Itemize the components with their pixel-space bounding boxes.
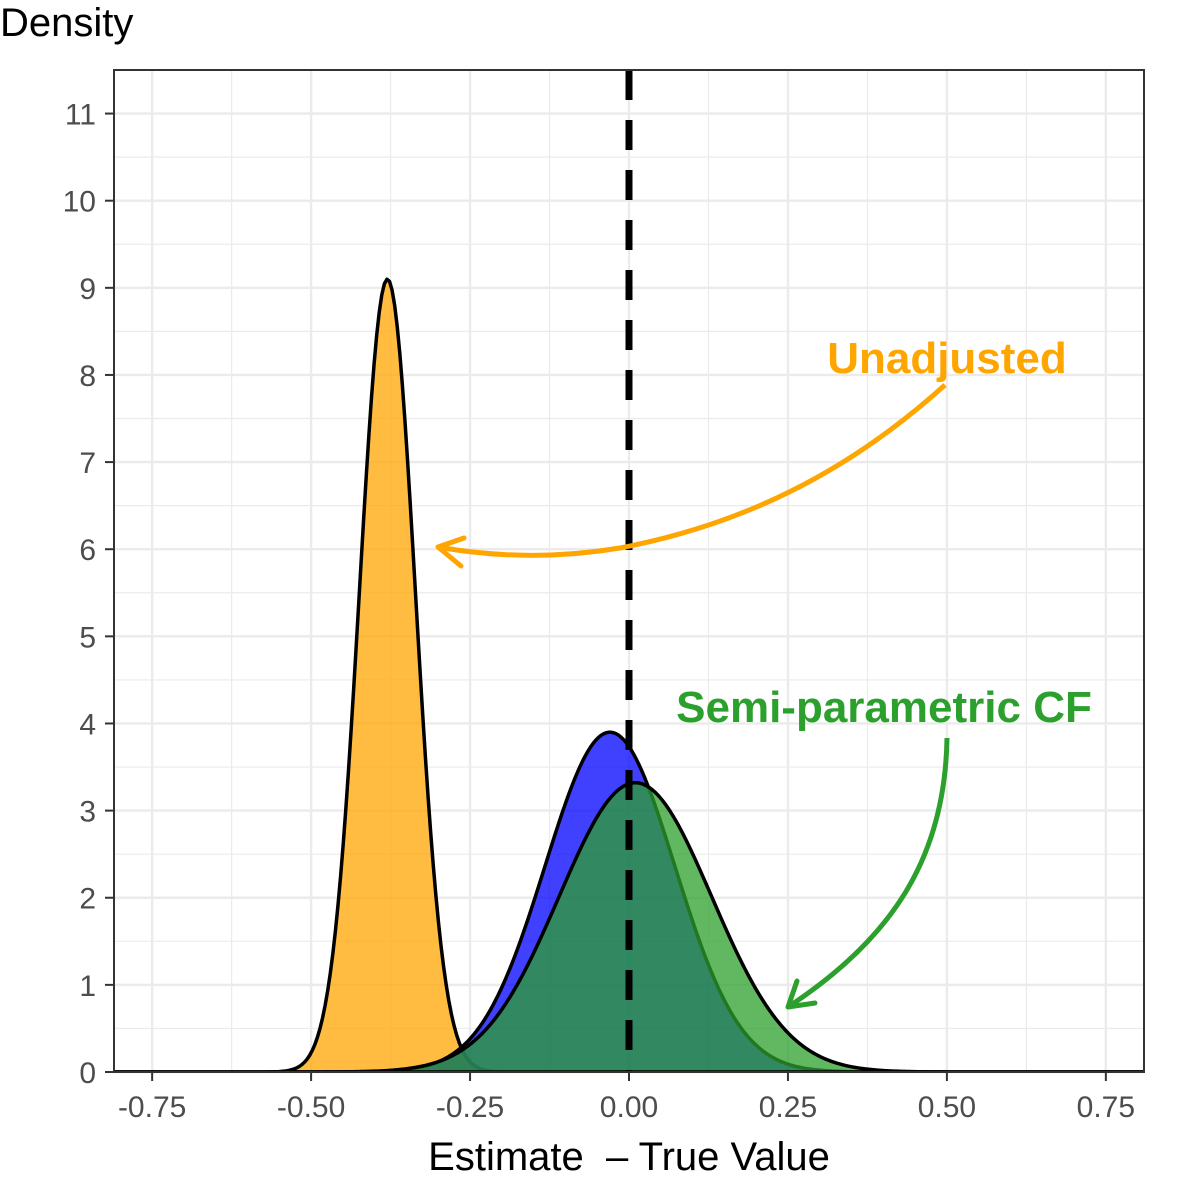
y-axis-title: Density xyxy=(0,1,133,45)
x-tick-label: -0.50 xyxy=(277,1091,345,1124)
x-tick-label: 0.75 xyxy=(1077,1091,1135,1124)
y-tick-label: 3 xyxy=(79,796,96,829)
y-tick-label: 5 xyxy=(79,621,96,654)
y-tick-label: 4 xyxy=(79,708,96,741)
y-tick-label: 9 xyxy=(79,273,96,306)
x-tick-label: 0.25 xyxy=(759,1091,817,1124)
x-axis-title: Estimate – True Value xyxy=(428,1135,830,1179)
y-tick-label: 6 xyxy=(79,534,96,567)
y-tick-label: 2 xyxy=(79,883,96,916)
y-tick-label: 11 xyxy=(65,99,96,132)
x-tick-label: 0.50 xyxy=(918,1091,976,1124)
semiparametric-arrowhead xyxy=(785,978,818,1010)
unadjusted-arrowhead xyxy=(435,535,467,569)
x-tick-label: 0.00 xyxy=(600,1091,658,1124)
semiparametric-label: Semi-parametric CF xyxy=(676,683,1092,732)
annotations: Unadjusted Semi-parametric CF xyxy=(435,334,1092,1010)
unadjusted-label: Unadjusted xyxy=(827,334,1067,383)
y-tick-label: 8 xyxy=(79,360,96,393)
y-tick-label: 1 xyxy=(79,970,96,1003)
unadjusted-arrow xyxy=(437,383,947,558)
axes: -0.75 -0.50 -0.25 0.00 0.25 0.50 0.75 0 1 2 3 4 5 6 7 8… xyxy=(63,99,1135,1124)
x-tick-label: -0.25 xyxy=(436,1091,504,1124)
y-tick-label: 0 xyxy=(79,1057,96,1090)
y-tick-label: 7 xyxy=(79,447,96,480)
y-tick-label: 10 xyxy=(63,186,96,219)
x-tick-label: -0.75 xyxy=(118,1091,186,1124)
semiparametric-arrow xyxy=(786,737,950,1010)
